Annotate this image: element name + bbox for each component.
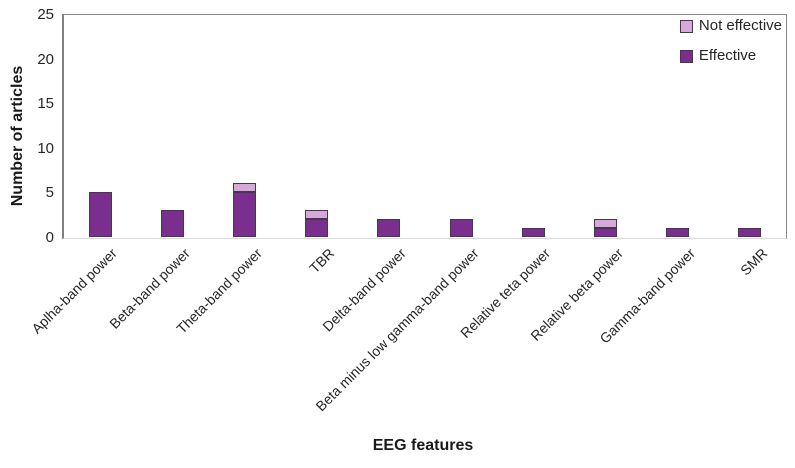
legend-label: Not effective bbox=[698, 17, 782, 34]
bar-segment-effective bbox=[738, 228, 762, 237]
legend-label: Effective bbox=[698, 47, 757, 64]
plot-area bbox=[62, 14, 787, 239]
y-tick-label: 10 bbox=[37, 139, 54, 157]
bar-segment-effective bbox=[666, 228, 690, 237]
x-tick-label: TBR bbox=[305, 245, 338, 277]
y-tick-label: 0 bbox=[45, 229, 54, 246]
bar-segment-effective bbox=[521, 228, 545, 237]
bar-segment-effective bbox=[305, 219, 329, 237]
legend-item-not-effective: Not effective bbox=[679, 17, 782, 34]
effective-swatch-icon bbox=[679, 49, 693, 63]
y-tick-label: 15 bbox=[37, 95, 54, 113]
bar-segment-effective bbox=[594, 228, 617, 237]
x-axis-title: EEG features bbox=[372, 437, 474, 454]
bar-segment-effective bbox=[449, 219, 473, 237]
bar-segment-not-effective bbox=[233, 183, 256, 193]
bar-segment-effective bbox=[233, 192, 256, 237]
y-tick-label: 25 bbox=[37, 6, 54, 23]
bar-segment-effective bbox=[160, 210, 184, 237]
bar-segment-not-effective bbox=[594, 219, 617, 229]
bar-segment-effective bbox=[377, 219, 401, 237]
legend-item-effective: Effective bbox=[679, 47, 757, 64]
y-tick-label: 20 bbox=[37, 50, 54, 68]
not-effective-swatch-icon bbox=[679, 19, 693, 33]
bar-segment-effective bbox=[88, 192, 112, 237]
legend: Not effective Effective bbox=[679, 17, 782, 64]
bar-segment-not-effective bbox=[305, 210, 329, 220]
x-tick-label: SMR bbox=[736, 245, 771, 279]
x-tick-label: Aplha-band power bbox=[28, 245, 121, 337]
y-tick-label: 5 bbox=[45, 184, 54, 202]
